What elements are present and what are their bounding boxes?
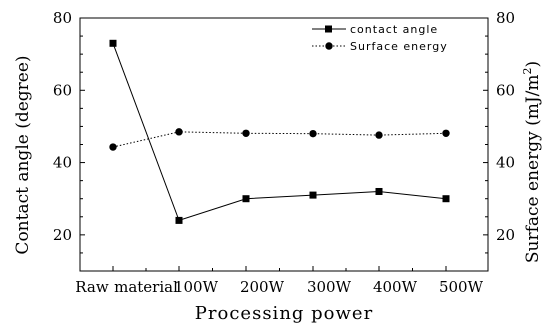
legend-marker-surface-energy (325, 42, 333, 50)
right-axis-title-superscript: 2 (521, 68, 534, 75)
right-axis-title: Surface energy (mJ/m2) (521, 61, 543, 263)
surface-energy-point (175, 128, 183, 136)
left-tick-label: 20 (53, 226, 72, 244)
x-tick-label: Raw (75, 278, 109, 296)
contact-angle-point (309, 191, 317, 199)
right-axis-title-main: Surface energy (mJ/m (523, 75, 543, 264)
surface-energy-point (375, 131, 383, 139)
legend-label-contact-angle: contact angle (350, 23, 438, 36)
right-tick-label: 80 (496, 9, 515, 27)
surface-energy-point (442, 129, 450, 137)
x-tick-label: 200W (240, 278, 285, 296)
x-tick-label: material (114, 278, 178, 296)
right-axis-title-end: ) (523, 61, 543, 68)
contact-angle-point (242, 195, 250, 203)
left-tick-label: 40 (53, 154, 72, 172)
legend: contact angle Surface energy (312, 23, 448, 53)
left-tick-label: 60 (53, 81, 72, 99)
x-tick-label: 500W (439, 278, 484, 296)
series-line-1 (112, 131, 447, 148)
x-tick-label: 400W (373, 278, 418, 296)
contact-angle-point (109, 39, 117, 47)
right-tick-label: 60 (496, 81, 515, 99)
surface-energy-point (109, 143, 117, 151)
legend-label-surface-energy: Surface energy (350, 40, 448, 53)
left-axis-title: Contact angle (degree) (13, 55, 33, 254)
plot-frame (79, 17, 489, 272)
right-tick-label: 20 (496, 226, 515, 244)
legend-marker-contact-angle (325, 25, 332, 33)
contact-angle-point (442, 195, 450, 203)
x-tick-label: 100W (174, 278, 219, 296)
x-axis-title: Processing power (195, 303, 373, 324)
contact-angle-point (175, 216, 183, 224)
contact-angle-point (375, 187, 383, 195)
series-line-0 (112, 43, 447, 222)
series-layer (109, 39, 450, 224)
left-axis: 20 40 60 80 (53, 9, 85, 272)
right-axis: 20 40 60 80 (483, 9, 515, 272)
x-tick-label: 300W (307, 278, 352, 296)
right-tick-label: 40 (496, 154, 515, 172)
surface-energy-point (309, 129, 317, 138)
left-tick-label: 80 (53, 9, 72, 27)
surface-energy-point (242, 129, 250, 137)
